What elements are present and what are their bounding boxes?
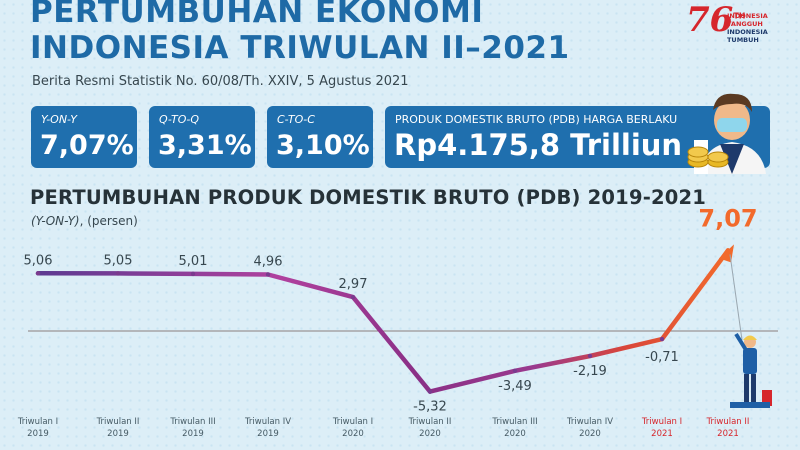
data-label: 5,06 bbox=[24, 253, 53, 268]
x-tick-year: 2020 bbox=[342, 429, 364, 439]
data-point bbox=[35, 271, 41, 276]
coins-icon bbox=[687, 146, 729, 168]
data-point bbox=[659, 336, 665, 342]
qtq-label: Q-TO-Q bbox=[159, 113, 200, 126]
x-tick-year: 2020 bbox=[504, 429, 526, 439]
x-tick-label: Triwulan I bbox=[17, 417, 58, 427]
yoy-value: 7,07% bbox=[40, 130, 134, 161]
x-tick-year: 2021 bbox=[651, 429, 673, 439]
x-tick-year: 2019 bbox=[182, 429, 204, 439]
x-tick-label: Triwulan IV bbox=[244, 417, 291, 427]
x-tick-label: Triwulan II bbox=[96, 417, 140, 427]
series-line bbox=[35, 248, 731, 394]
chart-title: PERTUMBUHAN PRODUK DOMESTIK BRUTO (PDB) … bbox=[30, 186, 707, 209]
x-tick-year: 2020 bbox=[419, 429, 441, 439]
yoy-label: Y-ON-Y bbox=[41, 113, 77, 126]
data-label: -0,71 bbox=[645, 350, 679, 365]
page-title-line2: INDONESIA TRIWULAN II–2021 bbox=[30, 30, 570, 66]
yoy-card: Y-ON-Y 7,07% bbox=[31, 106, 137, 168]
logo-text: INDONESIA TANGGUH INDONESIA TUMBUH bbox=[727, 12, 768, 44]
qtq-card: Q-TO-Q 3,31% bbox=[149, 106, 255, 168]
x-tick-label: Triwulan I bbox=[332, 417, 373, 427]
logo-76: 76TH bbox=[686, 0, 746, 40]
x-tick-label: Triwulan I bbox=[641, 417, 682, 427]
x-tick-label: Triwulan II bbox=[408, 417, 452, 427]
data-point bbox=[512, 368, 518, 373]
rope-line bbox=[729, 254, 743, 341]
x-tick-year: 2021 bbox=[717, 429, 739, 439]
data-label: 5,05 bbox=[104, 253, 133, 268]
data-label: -5,32 bbox=[413, 400, 447, 415]
data-label: -3,49 bbox=[498, 379, 532, 394]
page-title-line1: PERTUMBUHAN EKONOMI bbox=[30, 0, 484, 30]
page-subtitle: Berita Resmi Statistik No. 60/08/Th. XXI… bbox=[32, 74, 409, 89]
x-tick-label: Triwulan III bbox=[169, 417, 215, 427]
data-point bbox=[350, 294, 356, 300]
x-tick-label: Triwulan II bbox=[706, 417, 750, 427]
data-point bbox=[265, 272, 271, 277]
ctc-label: C-TO-C bbox=[277, 113, 315, 126]
data-point bbox=[427, 389, 433, 394]
x-tick-year: 2019 bbox=[27, 429, 49, 439]
x-tick-label: Triwulan III bbox=[491, 417, 537, 427]
data-point bbox=[190, 271, 196, 277]
data-point bbox=[115, 271, 121, 276]
data-label: -2,19 bbox=[573, 364, 607, 379]
data-point bbox=[587, 353, 593, 359]
data-label: 5,01 bbox=[179, 254, 208, 269]
chart-subtitle: (Y-ON-Y), (persen) bbox=[31, 214, 138, 228]
x-tick-label: Triwulan IV bbox=[566, 417, 613, 427]
x-tick-year: 2019 bbox=[107, 429, 129, 439]
data-label: 4,96 bbox=[254, 254, 283, 269]
worker-illustration bbox=[730, 332, 772, 408]
data-point bbox=[725, 248, 731, 253]
qtq-value: 3,31% bbox=[158, 130, 252, 161]
x-tick-year: 2020 bbox=[579, 429, 601, 439]
ctc-value: 3,10% bbox=[276, 130, 370, 161]
gdp-value: Rp4.175,8 Trilliun bbox=[394, 128, 683, 162]
ctc-card: C-TO-C 3,10% bbox=[267, 106, 373, 168]
x-tick-year: 2019 bbox=[257, 429, 279, 439]
data-label: 7,07 bbox=[698, 204, 757, 232]
data-label: 2,97 bbox=[339, 277, 368, 292]
gdp-label: PRODUK DOMESTIK BRUTO (PDB) HARGA BERLAK… bbox=[395, 113, 678, 126]
